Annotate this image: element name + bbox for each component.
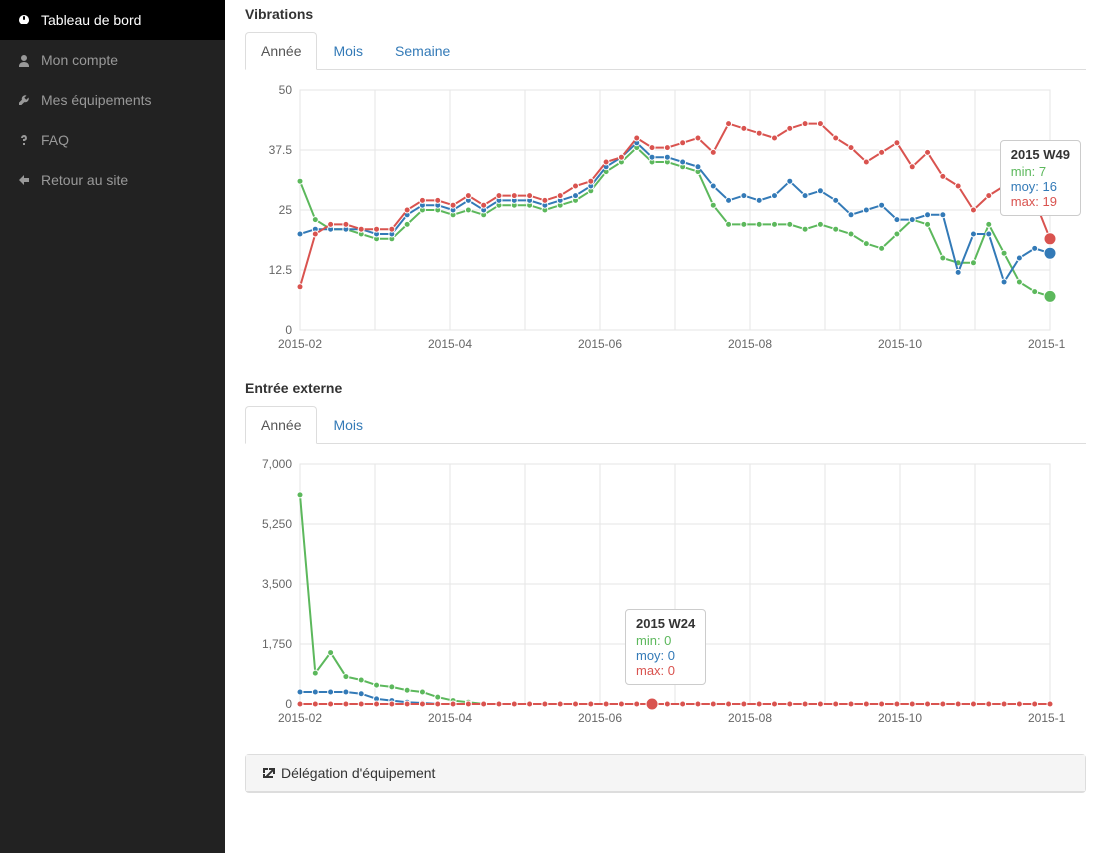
delegation-title: Délégation d'équipement	[281, 765, 435, 781]
svg-text:5,250: 5,250	[262, 517, 292, 531]
nav-label: FAQ	[41, 132, 69, 148]
nav-dashboard[interactable]: Tableau de bord	[0, 0, 225, 40]
delegation-header[interactable]: Délégation d'équipement	[246, 755, 1085, 792]
svg-text:2015-10: 2015-10	[878, 711, 922, 725]
nav-equipment[interactable]: Mes équipements	[0, 80, 225, 120]
svg-text:2015-02: 2015-02	[278, 711, 322, 725]
nav-back[interactable]: Retour au site	[0, 160, 225, 200]
wrench-icon	[15, 93, 33, 107]
chart1-wrap: 0 12.5 25 37.5 50 2015-02 2015-04 2015-06 2015-0…	[245, 80, 1086, 360]
tab2-mois[interactable]: Mois	[317, 406, 379, 444]
chart1-tabs: Année Mois Semaine	[245, 32, 1086, 70]
external-link-icon	[261, 766, 275, 780]
chart2-tooltip: 2015 W24min: 0moy: 0max: 0	[625, 609, 706, 685]
chart1-tooltip: 2015 W49min: 7moy: 16max: 19	[1000, 140, 1081, 216]
tab2-annee[interactable]: Année	[245, 406, 317, 444]
svg-text:50: 50	[279, 83, 293, 97]
svg-text:2015-08: 2015-08	[728, 337, 772, 351]
svg-text:0: 0	[285, 323, 292, 337]
chart1-svg: 0 12.5 25 37.5 50 2015-02 2015-04 2015-06 2015-0…	[245, 80, 1065, 360]
question-icon	[15, 133, 33, 147]
tab-annee[interactable]: Année	[245, 32, 317, 70]
arrow-left-icon	[15, 173, 33, 187]
nav-account[interactable]: Mon compte	[0, 40, 225, 80]
chart2-svg: 0 1,750 3,500 5,250 7,000 2015-02 2015-04 2015-…	[245, 454, 1065, 734]
svg-text:2015-04: 2015-04	[428, 337, 472, 351]
svg-text:2015-10: 2015-10	[878, 337, 922, 351]
delegation-panel: Délégation d'équipement	[245, 754, 1086, 793]
svg-text:37.5: 37.5	[269, 143, 293, 157]
svg-text:2015-06: 2015-06	[578, 711, 622, 725]
chart1-title: Vibrations	[245, 6, 1086, 22]
svg-text:2015-08: 2015-08	[728, 711, 772, 725]
nav-label: Retour au site	[41, 172, 128, 188]
tab-mois[interactable]: Mois	[317, 32, 379, 70]
main-content: Vibrations Année Mois Semaine 0 12.5 25 37.…	[225, 0, 1106, 853]
chart2-tabs: Année Mois	[245, 406, 1086, 444]
vibrations-panel: Vibrations Année Mois Semaine 0 12.5 25 37.…	[245, 6, 1086, 360]
svg-text:2015-02: 2015-02	[278, 337, 322, 351]
svg-text:2015-06: 2015-06	[578, 337, 622, 351]
svg-text:12.5: 12.5	[269, 263, 293, 277]
svg-text:3,500: 3,500	[262, 577, 292, 591]
tab-semaine[interactable]: Semaine	[379, 32, 466, 70]
nav-label: Mon compte	[41, 52, 118, 68]
svg-text:1,750: 1,750	[262, 637, 292, 651]
svg-text:7,000: 7,000	[262, 457, 292, 471]
chart2-title: Entrée externe	[245, 380, 1086, 396]
svg-text:2015-12: 2015-12	[1028, 337, 1065, 351]
svg-text:2015-12: 2015-12	[1028, 711, 1065, 725]
svg-text:25: 25	[279, 203, 293, 217]
nav-label: Mes équipements	[41, 92, 152, 108]
entree-panel: Entrée externe Année Mois 0 1,750 3,500 5,2…	[245, 380, 1086, 734]
dashboard-icon	[15, 13, 33, 27]
svg-text:2015-04: 2015-04	[428, 711, 472, 725]
chart2-wrap: 0 1,750 3,500 5,250 7,000 2015-02 2015-04 2015-…	[245, 454, 1086, 734]
sidebar: Tableau de bord Mon compte Mes équipemen…	[0, 0, 225, 853]
nav-faq[interactable]: FAQ	[0, 120, 225, 160]
svg-text:0: 0	[285, 697, 292, 711]
nav-label: Tableau de bord	[41, 12, 141, 28]
user-icon	[15, 53, 33, 67]
